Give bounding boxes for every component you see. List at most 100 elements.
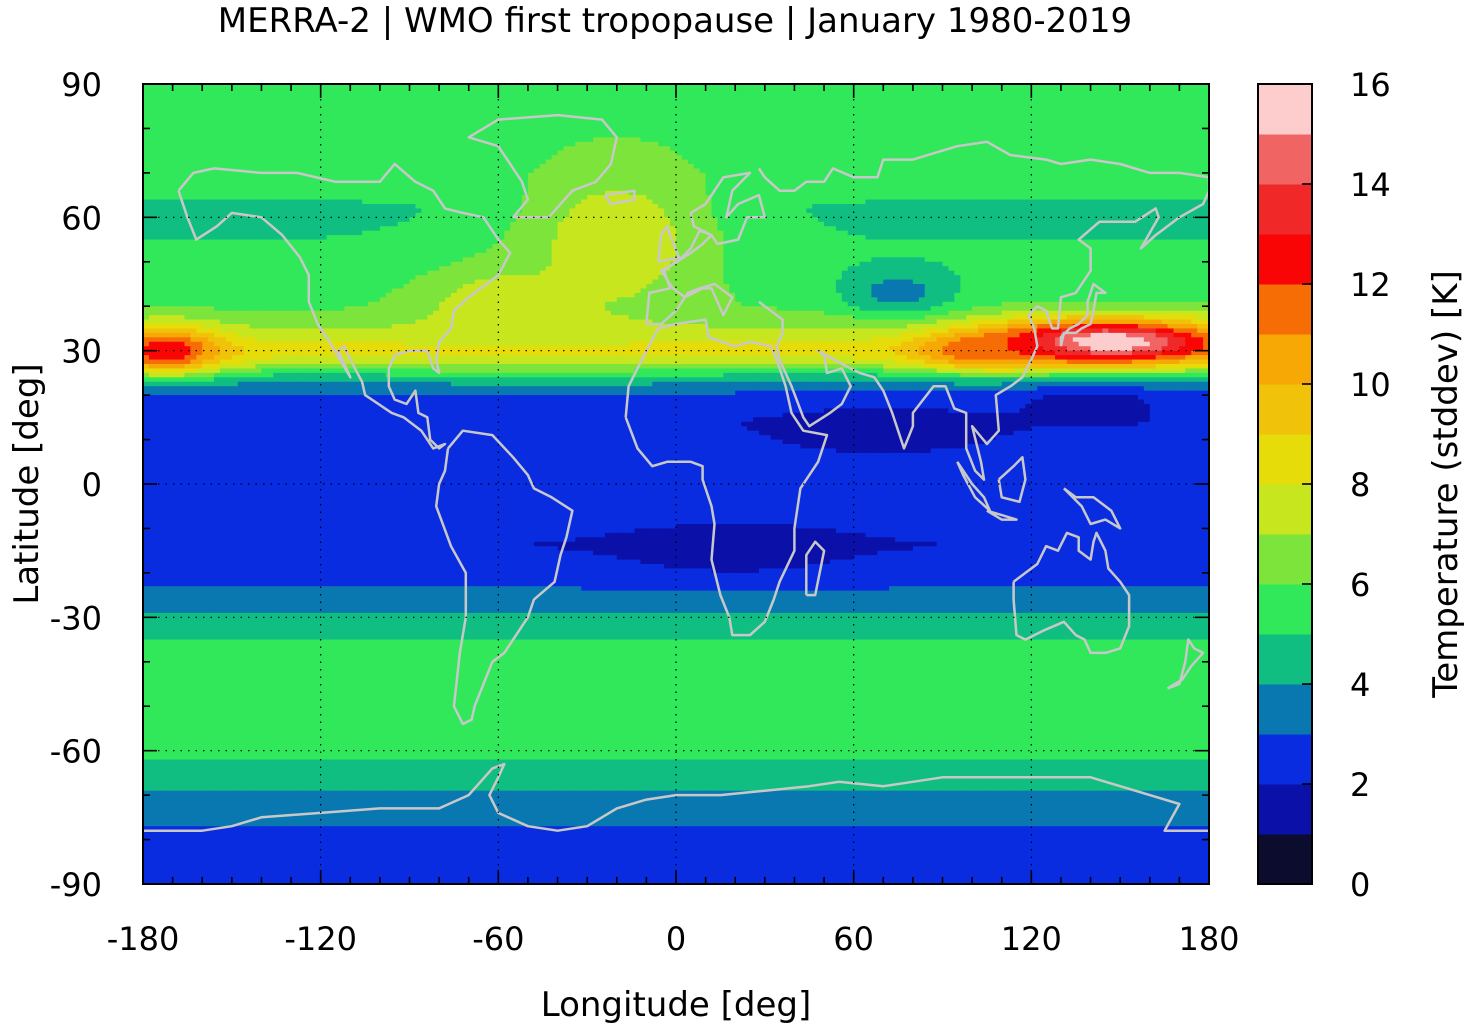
heatmap-cell xyxy=(658,106,665,111)
heatmap-cell xyxy=(232,204,239,209)
heatmap-cell xyxy=(812,195,819,200)
heatmap-cell xyxy=(279,195,286,200)
heatmap-cell xyxy=(552,128,559,133)
heatmap-cell xyxy=(990,151,997,156)
heatmap-cell xyxy=(759,142,766,147)
heatmap-cell xyxy=(575,204,582,209)
heatmap-cell xyxy=(457,204,464,209)
heatmap-cell xyxy=(895,88,902,93)
heatmap-cell xyxy=(1191,151,1198,156)
heatmap-cell xyxy=(226,115,233,120)
heatmap-cell xyxy=(439,177,446,182)
heatmap-cell xyxy=(510,155,517,160)
heatmap-cell xyxy=(368,155,375,160)
heatmap-cell xyxy=(599,111,606,116)
heatmap-cell xyxy=(836,164,843,169)
heatmap-cell xyxy=(812,191,819,196)
heatmap-cell xyxy=(1156,164,1163,169)
heatmap-cell xyxy=(1120,186,1127,191)
heatmap-cell xyxy=(617,168,624,173)
heatmap-cell xyxy=(498,124,505,129)
heatmap-cell xyxy=(581,120,588,125)
heatmap-cell xyxy=(534,164,541,169)
heatmap-cell xyxy=(427,151,434,156)
heatmap-cell xyxy=(688,164,695,169)
heatmap-cell xyxy=(457,168,464,173)
heatmap-cell xyxy=(167,186,174,191)
heatmap-cell xyxy=(498,128,505,133)
heatmap-cell xyxy=(605,186,612,191)
heatmap-cell xyxy=(445,111,452,116)
heatmap-cell xyxy=(937,93,944,98)
heatmap-cell xyxy=(966,102,973,107)
heatmap-cell xyxy=(232,164,239,169)
heatmap-cell xyxy=(830,155,837,160)
heatmap-cell xyxy=(948,137,955,142)
heatmap-cell xyxy=(1197,160,1204,165)
heatmap-cell xyxy=(297,155,304,160)
heatmap-cell xyxy=(273,133,280,138)
heatmap-cell xyxy=(1179,137,1186,142)
heatmap-cell xyxy=(611,111,618,116)
heatmap-cell xyxy=(374,200,381,205)
heatmap-cell xyxy=(214,102,221,107)
heatmap-cell xyxy=(605,155,612,160)
heatmap-cell xyxy=(783,106,790,111)
heatmap-cell xyxy=(966,133,973,138)
heatmap-cell xyxy=(664,106,671,111)
heatmap-cell xyxy=(771,88,778,93)
heatmap-cell xyxy=(984,106,991,111)
heatmap-cell xyxy=(226,173,233,178)
heatmap-cell xyxy=(279,88,286,93)
heatmap-cell xyxy=(605,111,612,116)
heatmap-cell xyxy=(481,133,488,138)
heatmap-cell xyxy=(534,200,541,205)
heatmap-cell xyxy=(818,142,825,147)
heatmap-cell xyxy=(350,124,357,129)
heatmap-cell xyxy=(723,151,730,156)
heatmap-cell xyxy=(1008,124,1015,129)
heatmap-cell xyxy=(1002,93,1009,98)
heatmap-cell xyxy=(925,182,932,187)
heatmap-cell xyxy=(338,155,345,160)
heatmap-cell xyxy=(948,124,955,129)
heatmap-cell xyxy=(658,173,665,178)
heatmap-cell xyxy=(279,164,286,169)
heatmap-cell xyxy=(196,102,203,107)
heatmap-cell xyxy=(1173,186,1180,191)
heatmap-cell xyxy=(386,177,393,182)
heatmap-cell xyxy=(664,93,671,98)
heatmap-cell xyxy=(860,137,867,142)
heatmap-cell xyxy=(996,151,1003,156)
heatmap-cell xyxy=(1126,195,1133,200)
heatmap-cell xyxy=(931,200,938,205)
heatmap-cell xyxy=(954,115,961,120)
heatmap-cell xyxy=(1049,111,1056,116)
heatmap-cell xyxy=(1191,124,1198,129)
heatmap-cell xyxy=(303,182,310,187)
heatmap-cell xyxy=(1067,111,1074,116)
heatmap-cell xyxy=(333,186,340,191)
heatmap-cell xyxy=(1014,88,1021,93)
heatmap-cell xyxy=(723,191,730,196)
heatmap-cell xyxy=(356,137,363,142)
heatmap-cell xyxy=(362,111,369,116)
heatmap-cell xyxy=(344,97,351,102)
heatmap-cell xyxy=(155,200,162,205)
heatmap-cell xyxy=(190,177,197,182)
heatmap-cell xyxy=(398,137,405,142)
heatmap-cell xyxy=(1031,182,1038,187)
heatmap-cell xyxy=(1132,173,1139,178)
heatmap-cell xyxy=(184,142,191,147)
heatmap-cell xyxy=(717,102,724,107)
heatmap-cell xyxy=(327,200,334,205)
heatmap-cell xyxy=(836,155,843,160)
heatmap-cell xyxy=(427,195,434,200)
heatmap-cell xyxy=(883,124,890,129)
heatmap-cell xyxy=(605,106,612,111)
heatmap-cell xyxy=(883,97,890,102)
heatmap-cell xyxy=(706,177,713,182)
heatmap-cell xyxy=(433,168,440,173)
heatmap-cell xyxy=(504,177,511,182)
heatmap-cell xyxy=(587,102,594,107)
